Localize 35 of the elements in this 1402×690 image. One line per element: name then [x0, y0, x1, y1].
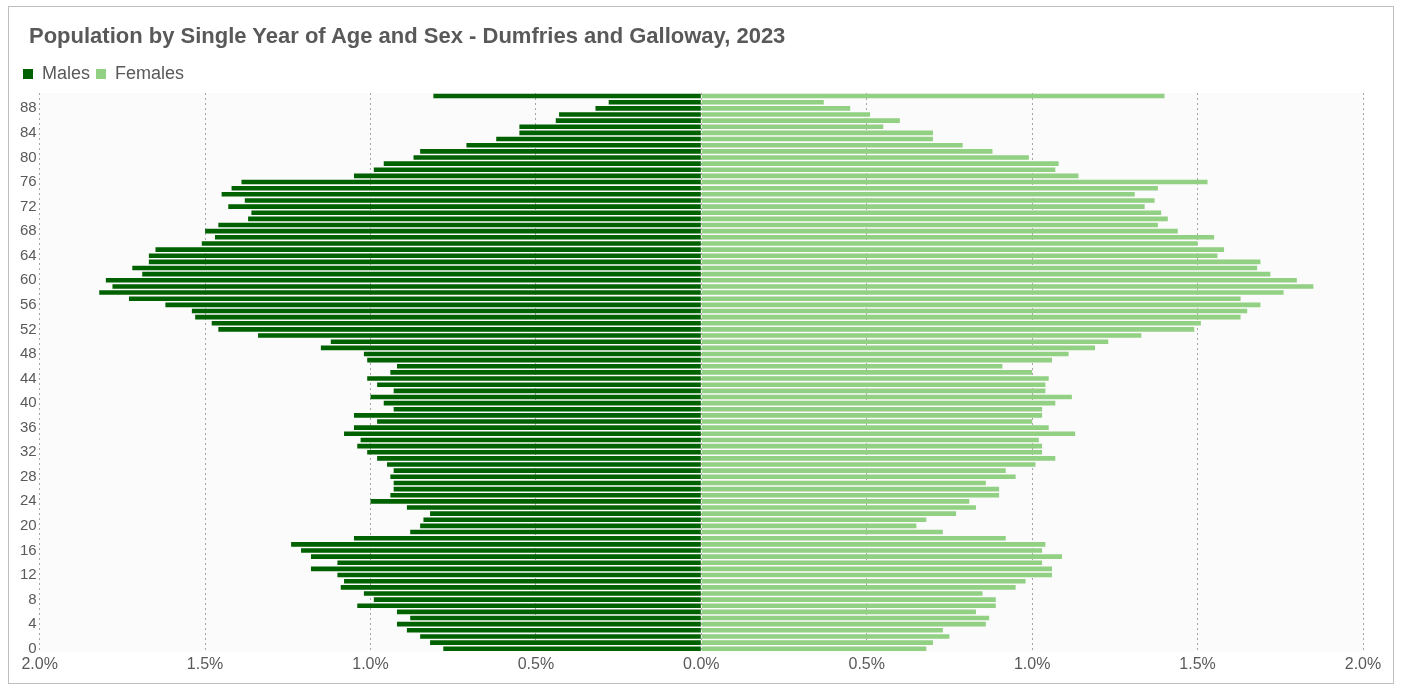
y-tick-label: 76: [20, 172, 37, 190]
y-tick-label: 20: [20, 516, 37, 534]
chart-title: Population by Single Year of Age and Sex - Dumfries and Galloway, 2023: [29, 23, 786, 49]
x-tick-label: 1.5%: [186, 654, 224, 672]
y-tick-label: 56: [20, 294, 37, 312]
legend-label: Males: [42, 62, 91, 83]
x-tick-label: 1.0%: [1013, 654, 1051, 672]
y-tick-label: 60: [20, 270, 37, 288]
y-tick-label: 0: [28, 638, 37, 656]
x-tick-label: 0.0%: [683, 654, 720, 672]
y-tick-label: 48: [20, 344, 37, 362]
y-tick-label: 36: [20, 417, 37, 435]
x-tick-label: 1.0%: [352, 654, 389, 672]
x-tick-label: 0.5%: [848, 654, 885, 672]
y-tick-label: 88: [20, 98, 37, 116]
y-tick-label: 28: [20, 466, 37, 484]
y-tick-label: 40: [20, 393, 37, 411]
x-tick-label: 0.5%: [517, 654, 555, 672]
x-tick-label: 1.5%: [1179, 654, 1216, 672]
y-tick-label: 8: [28, 589, 37, 607]
x-tick-label: 2.0%: [21, 654, 58, 672]
x-tick-label: 2.0%: [1344, 654, 1382, 672]
y-tick-label: 32: [20, 442, 37, 460]
y-tick-label: 64: [20, 245, 37, 263]
legend-label: Females: [115, 62, 185, 83]
y-tick-label: 12: [20, 565, 37, 583]
y-tick-label: 4: [28, 614, 37, 632]
y-tick-label: 24: [20, 491, 37, 509]
y-tick-label: 84: [20, 123, 37, 141]
y-tick-label: 80: [20, 147, 37, 165]
y-tick-label: 72: [20, 196, 37, 214]
y-tick-label: 52: [20, 319, 37, 337]
y-tick-label: 44: [20, 368, 37, 386]
y-tick-label: 68: [20, 221, 37, 239]
y-tick-label: 16: [20, 540, 37, 558]
